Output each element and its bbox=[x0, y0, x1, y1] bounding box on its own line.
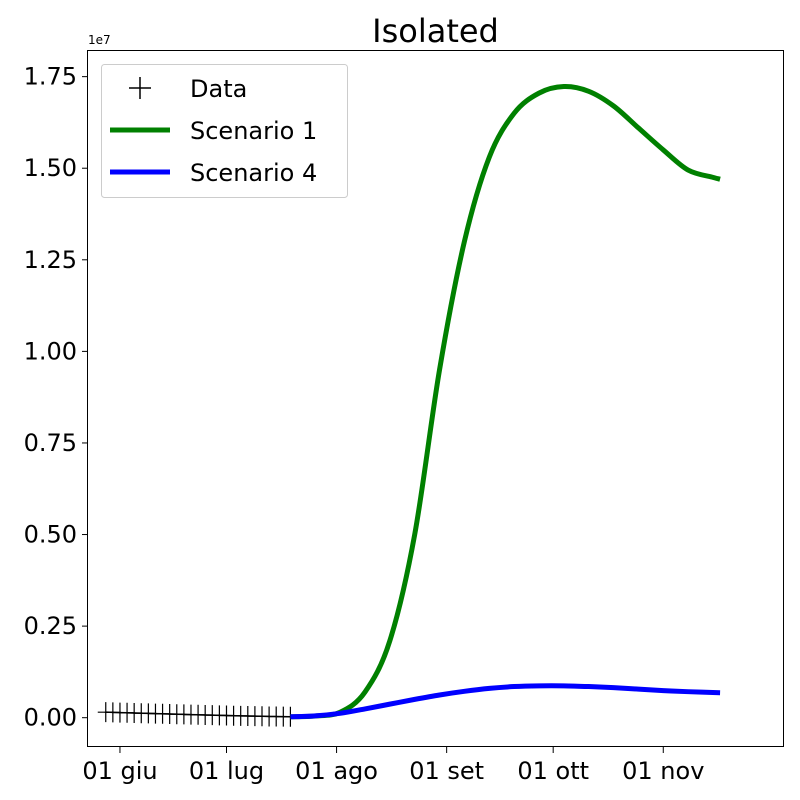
legend-swatch-data bbox=[129, 77, 151, 99]
y-tick-label: 0.25 bbox=[24, 612, 77, 640]
plot-frame bbox=[87, 50, 784, 747]
legend-label-data: Data bbox=[190, 75, 247, 103]
y-tick-label: 1.00 bbox=[24, 337, 77, 365]
x-tick-label: 01 lug bbox=[189, 757, 264, 785]
y-tick-label: 1.25 bbox=[24, 246, 77, 274]
x-tick-label: 01 ago bbox=[295, 757, 378, 785]
legend-label-scenario-4: Scenario 4 bbox=[190, 159, 317, 187]
y-offset-label: 1e7 bbox=[88, 33, 111, 47]
series-markers-data bbox=[97, 702, 299, 727]
x-tick-label: 01 set bbox=[409, 757, 484, 785]
y-axis: 0.00 0.25 0.50 0.75 1.00 1.25 1.50 1.75 bbox=[24, 63, 88, 732]
y-tick-label: 1.50 bbox=[24, 154, 77, 182]
series-line-scenario-1 bbox=[290, 84, 721, 720]
y-tick-label: 0.50 bbox=[24, 521, 77, 549]
y-tick-label: 1.75 bbox=[24, 63, 77, 91]
y-tick-label: 0.00 bbox=[24, 704, 77, 732]
legend: Data Scenario 1 Scenario 4 bbox=[101, 64, 348, 198]
series-line-scenario-4 bbox=[290, 683, 721, 720]
x-tick-label: 01 giu bbox=[82, 757, 157, 785]
x-tick-label: 01 ott bbox=[517, 757, 589, 785]
legend-box bbox=[101, 64, 348, 198]
x-tick-label: 01 nov bbox=[622, 757, 704, 785]
x-axis: 01 giu 01 lug 01 ago 01 set 01 ott 01 nov bbox=[82, 747, 704, 785]
y-tick-label: 0.75 bbox=[24, 429, 77, 457]
chart-title: Isolated bbox=[372, 12, 499, 50]
legend-label-scenario-1: Scenario 1 bbox=[190, 117, 317, 145]
